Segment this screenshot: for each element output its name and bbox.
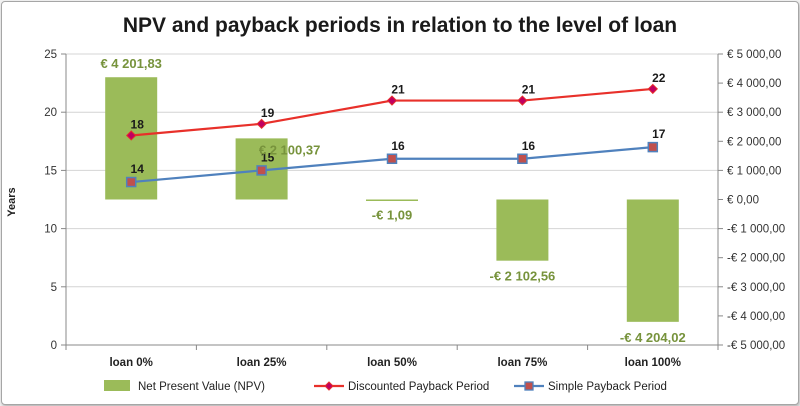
discounted-value-label: 21 [522, 83, 536, 97]
simple-value-label: 16 [522, 139, 536, 153]
left-tick-label: 5 [51, 282, 57, 294]
legend-item: Simple Payback Period [514, 381, 667, 393]
left-tick-label: 20 [44, 107, 57, 119]
gridlines [66, 53, 718, 288]
right-tick-label: -€ 4 000,00 [727, 311, 785, 323]
left-tick-label: 0 [51, 340, 57, 352]
simple-payback-marker [386, 153, 398, 165]
simple-payback-marker [125, 176, 137, 188]
right-tick-label: -€ 5 000,00 [727, 340, 785, 352]
npv-value-label: € 2 100,37 [259, 142, 320, 157]
legend-discounted-marker [324, 381, 334, 391]
npv-value-label: -€ 2 102,56 [490, 269, 556, 284]
category-label: loan 25% [237, 357, 287, 369]
axes: 0 5 10 15 20 25 -€ 5 000,00 -€ 4 000,00 -€ 3 000… [44, 49, 785, 369]
data-labels: 18 19 21 21 22 14 15 16 16 17 € 4 201,83 € 2 100,37… [100, 56, 685, 345]
npv-value-label: -€ 1,09 [372, 208, 412, 223]
simple-payback-marker [517, 153, 528, 165]
legend: Net Present Value (NPV) Discounted Paybac… [104, 380, 667, 393]
category-label: loan 75% [497, 357, 547, 369]
simple-value-label: 14 [131, 162, 145, 176]
discounted-payback-marker [125, 130, 137, 141]
category-label: loan 0% [109, 357, 152, 369]
right-tick-label: € 2 000,00 [727, 136, 781, 148]
right-tick-label: -€ 1 000,00 [727, 224, 785, 236]
right-tick-label: € 1 000,00 [727, 165, 781, 177]
right-tick-label: -€ 3 000,00 [727, 282, 785, 294]
discounted-payback-marker [647, 83, 659, 95]
discounted-payback-marker [517, 95, 528, 106]
discounted-value-label: 22 [652, 71, 666, 85]
left-tick-label: 10 [44, 224, 57, 236]
discounted-value-label: 21 [391, 83, 405, 97]
simple-value-label: 16 [391, 139, 405, 153]
simple-payback-marker [647, 141, 659, 153]
npv-value-label: -€ 4 204,02 [620, 330, 686, 345]
npv-bars [105, 77, 679, 322]
discounted-payback-marker [256, 118, 267, 130]
legend-npv-swatch [104, 380, 130, 391]
category-label: loan 100% [625, 357, 681, 369]
simple-value-label: 17 [652, 127, 666, 141]
legend-item: Net Present Value (NPV) [104, 380, 265, 393]
legend-label: Net Present Value (NPV) [138, 381, 265, 393]
discounted-payback-marker [386, 95, 398, 106]
right-tick-label: € 3 000,00 [727, 107, 781, 119]
payback-lines [125, 83, 659, 188]
legend-item: Discounted Payback Period [314, 381, 489, 393]
right-tick-label: € 5 000,00 [727, 49, 781, 61]
left-axis-title: Years [6, 187, 18, 216]
chart-title: NPV and payback periods in relation to t… [123, 14, 677, 37]
npv-bar [626, 199, 679, 322]
legend-simple-marker [524, 381, 534, 391]
legend-label: Simple Payback Period [548, 381, 667, 393]
right-tick-label: -€ 2 000,00 [727, 253, 785, 265]
left-tick-label: 15 [44, 165, 57, 177]
npv-bar [496, 199, 549, 261]
simple-payback-marker [256, 165, 267, 176]
legend-label: Discounted Payback Period [348, 381, 489, 393]
npv-bar [366, 199, 418, 201]
right-tick-label: € 0,00 [727, 195, 759, 207]
npv-value-label: € 4 201,83 [100, 56, 161, 71]
category-label: loan 50% [367, 357, 417, 369]
simple-value-label: 15 [261, 150, 275, 164]
discounted-value-label: 18 [131, 117, 145, 131]
discounted-value-label: 19 [261, 106, 275, 120]
right-tick-label: € 4 000,00 [727, 78, 781, 90]
left-tick-label: 25 [44, 49, 57, 61]
